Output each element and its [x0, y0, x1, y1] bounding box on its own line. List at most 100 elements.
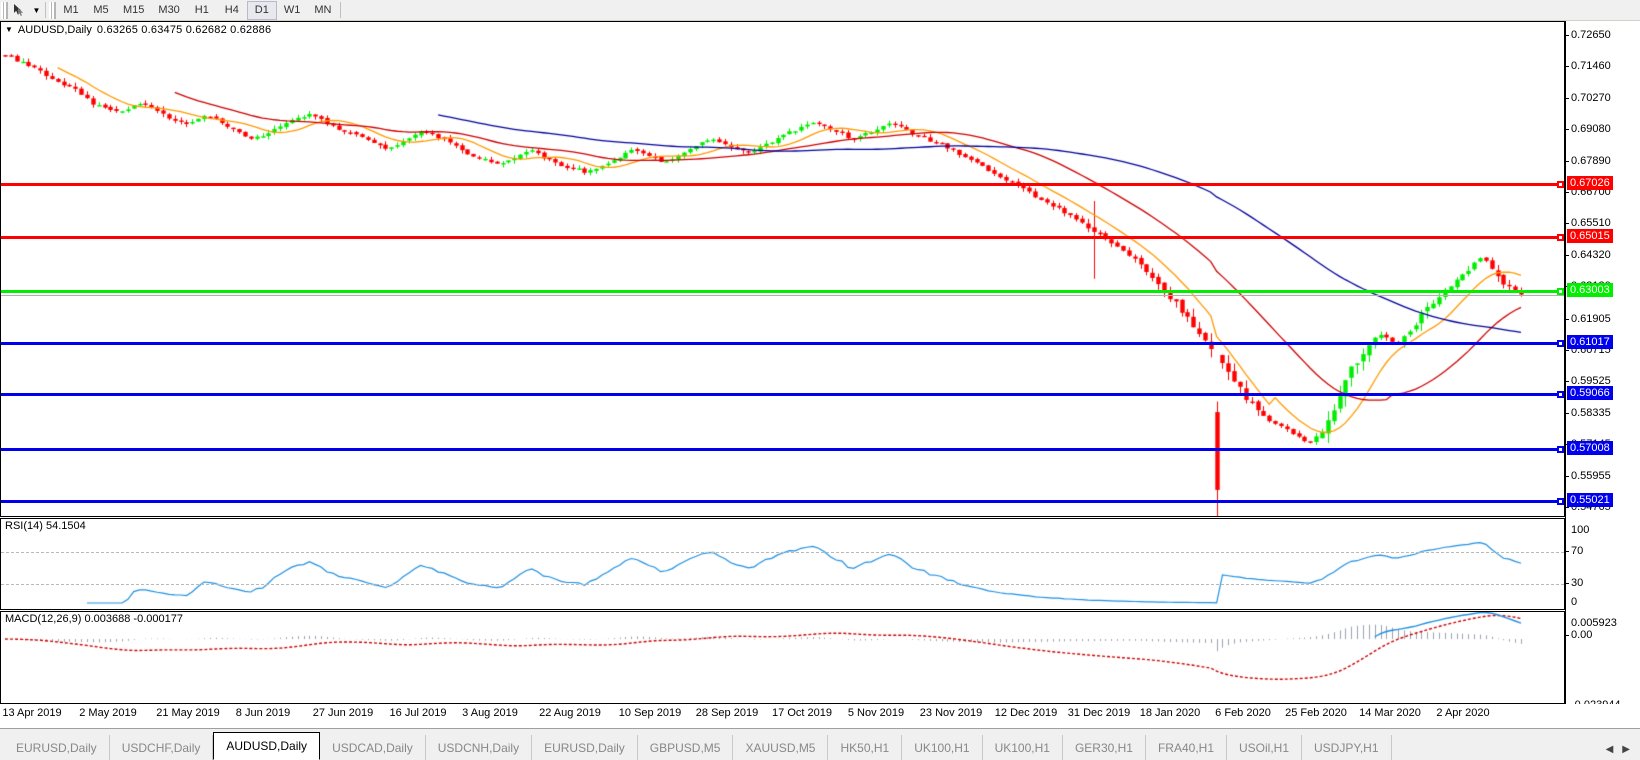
chart-tab-gbpusd-m5[interactable]: GBPUSD,M5 [638, 735, 734, 760]
time-axis-label: 28 Sep 2019 [695, 707, 759, 719]
tab-scroll-next-icon[interactable]: ▶ [1622, 744, 1630, 755]
timeframe-button-mn[interactable]: MN [314, 4, 332, 16]
chart-tab-usdchf-daily[interactable]: USDCHF,Daily [110, 735, 214, 760]
chart-tab-hk50-h1[interactable]: HK50,H1 [828, 735, 903, 760]
time-axis-label: 2 Apr 2020 [1436, 707, 1490, 719]
price-level-tag-0-61017[interactable]: 0.61017 [1567, 335, 1613, 349]
level-line-0-55021[interactable] [1, 498, 1564, 506]
level-line-0-63003[interactable] [1, 287, 1564, 295]
level-line-anchor[interactable] [1557, 445, 1564, 453]
level-line-0-61017[interactable] [1, 340, 1564, 347]
timeframe-button-m1[interactable]: M1 [63, 4, 79, 16]
chart-tab-ger30-h1[interactable]: GER30,H1 [1063, 735, 1146, 760]
time-axis-label: 21 May 2019 [156, 707, 220, 719]
price-axis-tick [1565, 160, 1569, 162]
chart-tab-usdcad-daily[interactable]: USDCAD,Daily [320, 735, 426, 760]
level-line-0-57008[interactable] [1, 445, 1564, 453]
level-line-anchor[interactable] [1557, 340, 1564, 347]
chart-tab-eurusd-daily[interactable]: EURUSD,Daily [532, 735, 638, 760]
chart-tab-usdjpy-h1[interactable]: USDJPY,H1 [1302, 735, 1392, 760]
price-axis-label: 0.70270 [1571, 91, 1611, 104]
timeframe-group-handle[interactable] [49, 1, 56, 19]
macd-axis-label: 0.005923 [1571, 617, 1617, 629]
level-line-anchor[interactable] [1557, 498, 1564, 506]
price-chart-pane[interactable]: ▼ AUDUSD,Daily 0.63265 0.63475 0.62682 0… [0, 21, 1565, 517]
chart-collapse-caret-icon[interactable]: ▼ [5, 25, 13, 34]
level-line-0-67026[interactable] [1, 181, 1564, 189]
rsi-axis-tick [1565, 583, 1569, 584]
rsi-axis-label: 70 [1571, 545, 1584, 557]
toolbar-drag-handle[interactable] [1, 1, 8, 19]
axis-separator [1565, 21, 1566, 704]
rsi-axis-label: 0 [1571, 596, 1578, 608]
timeframe-button-h1[interactable]: H1 [194, 4, 209, 16]
timeframe-button-d1[interactable]: D1 [246, 0, 277, 20]
toolbar-empty-area [343, 1, 1640, 20]
chart-symbol-label: AUDUSD,Daily [17, 24, 92, 36]
chart-tab-bar: EURUSD,Daily USDCHF,Daily AUDUSD,Daily USDC… [0, 728, 1640, 760]
rsi-label: RSI(14) 54.1504 [5, 520, 86, 532]
chart-tab-audusd-daily[interactable]: AUDUSD,Daily [213, 732, 321, 760]
time-axis-label: 27 Jun 2019 [312, 707, 374, 719]
rsi-indicator-pane[interactable]: RSI(14) 54.1504 [0, 518, 1565, 610]
time-axis-label: 22 Aug 2019 [539, 707, 601, 719]
candlestick-canvas [1, 22, 1564, 516]
time-axis-label: 12 Dec 2019 [994, 707, 1058, 719]
toolbar-dropdown-caret-icon[interactable]: ▼ [32, 5, 41, 15]
price-level-tag-0-55021[interactable]: 0.55021 [1567, 493, 1613, 508]
level-line-anchor[interactable] [1557, 181, 1564, 189]
timeframe-button-w1[interactable]: W1 [283, 4, 301, 16]
chart-tab-uk100-h1[interactable]: UK100,H1 [902, 735, 983, 760]
timeframe-toolbar: ▼ M1 M5 M15 M30 H1 H4 D1 W1 MN [0, 0, 1640, 21]
price-level-tag-0-65015[interactable]: 0.65015 [1567, 229, 1613, 244]
price-level-tag-0-63003[interactable]: 0.63003 [1567, 282, 1613, 297]
price-axis-tick [1565, 35, 1569, 36]
level-line-anchor[interactable] [1557, 234, 1564, 242]
price-axis-label: 0.59525 [1571, 375, 1611, 388]
rsi-axis-tick [1565, 551, 1569, 552]
price-axis-tick [1565, 254, 1569, 256]
level-line-anchor[interactable] [1557, 287, 1564, 295]
price-level-tag-0-59066[interactable]: 0.59066 [1567, 386, 1613, 401]
price-level-tag-0-57008[interactable]: 0.57008 [1567, 440, 1613, 455]
chart-tab-eurusd-daily[interactable]: EURUSD,Daily [4, 735, 110, 760]
price-axis-tick [1565, 507, 1569, 508]
chart-tab-xauusd-m5[interactable]: XAUUSD,M5 [733, 735, 829, 760]
timeframe-button-m15[interactable]: M15 [123, 4, 145, 16]
chart-tab-usdcnh-daily[interactable]: USDCNH,Daily [426, 735, 533, 760]
price-axis-label: 0.67890 [1571, 154, 1611, 167]
toolbar-separator [45, 2, 46, 18]
macd-axis-label: 0.00 [1571, 629, 1593, 641]
price-level-tag-0-67026[interactable]: 0.67026 [1567, 176, 1613, 191]
price-axis-tick [1565, 66, 1569, 68]
macd-indicator-pane[interactable]: MACD(12,26,9) 0.003688 -0.000177 [0, 611, 1565, 704]
level-line-0-65015[interactable] [1, 234, 1564, 242]
timeframe-button-m30[interactable]: M30 [158, 4, 180, 16]
chart-tab-usoil-h1[interactable]: USOil,H1 [1227, 735, 1303, 760]
level-line-anchor[interactable] [1557, 391, 1564, 399]
time-axis-label: 2 May 2019 [79, 707, 137, 719]
time-axis-label: 18 Jan 2020 [1139, 707, 1201, 719]
price-axis-tick [1565, 412, 1569, 414]
tab-scroll-prev-icon[interactable]: ◀ [1605, 744, 1614, 755]
chart-tab-fra40-h1[interactable]: FRA40,H1 [1146, 735, 1227, 760]
rsi-axis-label: 30 [1571, 577, 1584, 589]
timeframe-button-h4[interactable]: H4 [224, 4, 239, 16]
chart-tab-uk100-h1[interactable]: UK100,H1 [983, 735, 1063, 760]
price-axis-label: 0.71460 [1571, 60, 1611, 73]
price-axis-tick [1565, 349, 1569, 351]
cursor-crosshair-icon[interactable] [8, 1, 30, 20]
time-axis-label: 17 Oct 2019 [772, 707, 832, 719]
tab-scroll-arrows: ◀ ▶ [1606, 744, 1640, 760]
price-axis-label: 0.58335 [1571, 406, 1611, 419]
time-axis-label: 23 Nov 2019 [919, 707, 983, 719]
rsi-level-70-line [1, 552, 1564, 553]
chart-tabs: EURUSD,Daily USDCHF,Daily AUDUSD,Daily USDC… [0, 728, 1606, 760]
macd-axis-tick [1565, 635, 1569, 636]
price-axis-tick [1565, 97, 1569, 99]
price-axis-tick [1565, 318, 1569, 320]
level-line-0-59066[interactable] [1, 391, 1564, 399]
chart-window: ▼ AUDUSD,Daily 0.63265 0.63475 0.62682 0… [0, 21, 1640, 711]
rsi-canvas [1, 519, 1564, 609]
timeframe-button-m5[interactable]: M5 [93, 4, 109, 16]
